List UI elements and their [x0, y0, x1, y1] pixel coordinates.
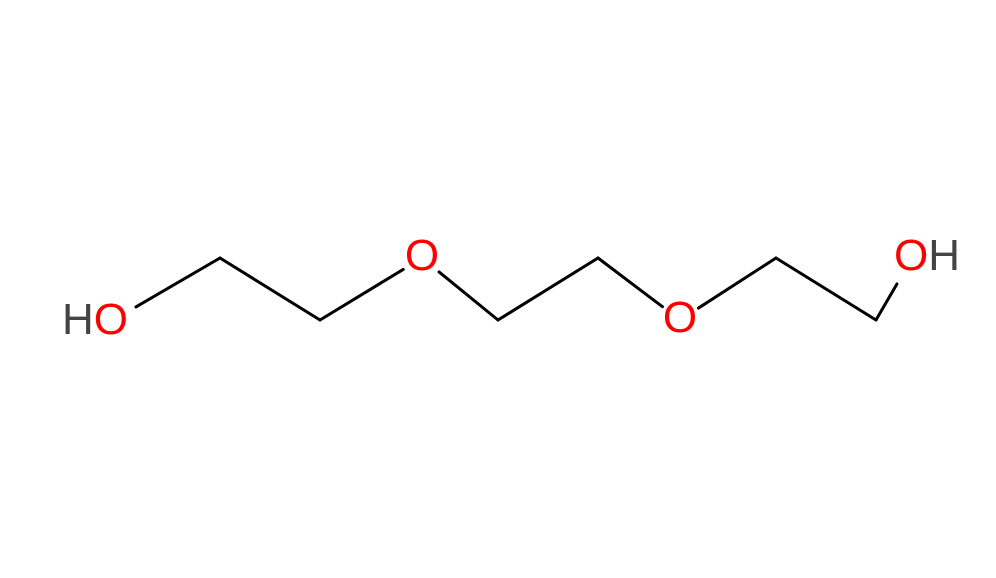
atom-label: HO	[62, 295, 128, 344]
bond	[320, 269, 403, 320]
bond	[698, 258, 776, 308]
bond	[776, 258, 876, 320]
bond	[876, 284, 897, 320]
bonds-group	[136, 258, 897, 320]
bond	[439, 272, 498, 320]
atom-label: OH	[894, 231, 960, 280]
atom-label: O	[405, 231, 439, 280]
bond	[136, 258, 220, 307]
bond	[498, 258, 598, 320]
bond	[598, 258, 662, 307]
molecule-diagram: HO O O OH	[0, 0, 996, 578]
atom-label: O	[663, 293, 697, 342]
bond	[220, 258, 320, 320]
